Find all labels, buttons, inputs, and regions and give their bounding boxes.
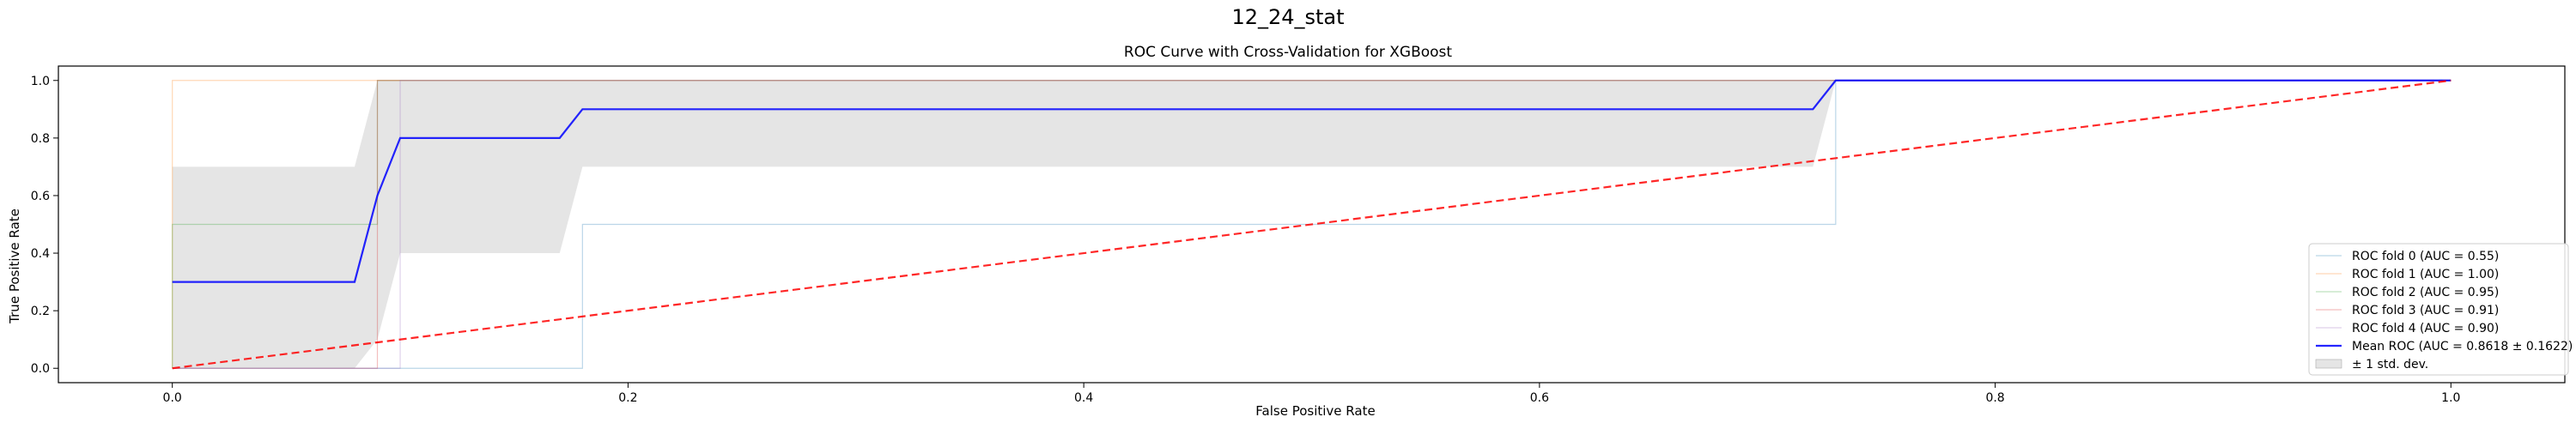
chance-diagonal-line (172, 79, 2451, 370)
plot-area: 0.0 0.2 0.4 0.6 0.8 1.0 0.0 0.2 0.4 0.6 0.8 1.0 (31, 65, 2566, 405)
std-dev-band (172, 80, 2451, 369)
y-tick-label: 0.6 (31, 190, 50, 203)
x-tick-label: 0.6 (1530, 391, 1549, 405)
roc-fold-4-line (172, 80, 2451, 369)
legend-label: ROC fold 2 (AUC = 0.95) (2352, 286, 2499, 299)
roc-fold-1-line (172, 80, 2451, 369)
x-tick-label: 0.2 (618, 391, 637, 405)
y-tick-label: 0.2 (31, 305, 50, 318)
legend-label: ROC fold 1 (AUC = 1.00) (2352, 268, 2499, 281)
x-tick-label: 0.8 (1985, 391, 2004, 405)
figure-suptitle: 12_24_stat (1231, 5, 1344, 29)
legend-label: ROC fold 4 (AUC = 0.90) (2352, 322, 2499, 335)
y-tick-label: 1.0 (31, 75, 50, 88)
y-tick-label: 0.0 (31, 362, 50, 376)
chart-title: ROC Curve with Cross-Validation for XGBo… (1124, 44, 1453, 61)
y-axis-label: True Positive Rate (7, 208, 22, 324)
series-layer (172, 79, 2451, 370)
std-dev-band-layer (172, 80, 2451, 369)
legend-label: ROC fold 3 (AUC = 0.91) (2352, 304, 2499, 317)
x-tick-label: 1.0 (2441, 391, 2460, 405)
legend-label: ROC fold 0 (AUC = 0.55) (2352, 250, 2499, 263)
x-tick-label: 0.4 (1074, 391, 1093, 405)
legend-frame (2308, 243, 2569, 376)
y-tick-label: 0.8 (31, 132, 50, 146)
legend-swatch-band (2315, 359, 2342, 369)
x-tick-label: 0.0 (163, 391, 182, 405)
y-tick-label: 0.4 (31, 247, 50, 261)
y-axis-ticks: 0.0 0.2 0.4 0.6 0.8 1.0 (31, 75, 58, 376)
mean-roc-line (172, 79, 2451, 283)
x-axis-label: False Positive Rate (1255, 403, 1375, 419)
legend-items: ROC fold 0 (AUC = 0.55) ROC fold 1 (AUC =… (2315, 250, 2573, 372)
x-axis-ticks: 0.0 0.2 0.4 0.6 0.8 1.0 (163, 383, 2460, 405)
plot-frame (58, 65, 2566, 384)
roc-fold-3-line (172, 80, 2451, 369)
roc-fold-2-line (172, 80, 2451, 369)
chart-legend: ROC fold 0 (AUC = 0.55) ROC fold 1 (AUC =… (2308, 243, 2573, 376)
legend-label: Mean ROC (AUC = 0.8618 ± 0.1622) (2352, 340, 2573, 353)
legend-label: ± 1 std. dev. (2352, 358, 2428, 372)
